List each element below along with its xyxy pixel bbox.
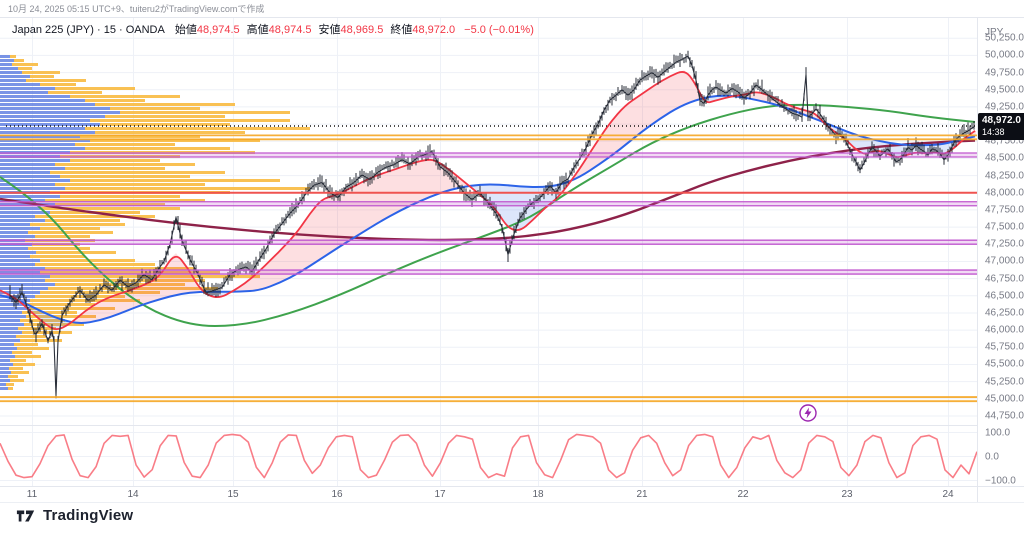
oscillator-axis-label: 0.0 [985, 451, 999, 462]
price-axis-label: 48,500.0 [985, 152, 1024, 164]
price-axis-label: 45,250.0 [985, 376, 1024, 388]
time-axis-label: 16 [331, 489, 343, 500]
price-axis-label: 47,000.0 [985, 255, 1024, 267]
bar-countdown: 14:38 [982, 127, 1005, 137]
open-value: 48,974.5 [196, 24, 240, 36]
price-axis-label: 44,750.0 [985, 410, 1024, 422]
oscillator-line [0, 433, 978, 479]
low-value: 48,969.5 [340, 24, 384, 36]
close-label: 終値 [390, 24, 413, 36]
price-axis-label: 47,750.0 [985, 204, 1024, 216]
price-axis-currency: JPY [985, 27, 1004, 38]
time-axis-label: 17 [434, 489, 446, 500]
price-change: −5.0 (−0.01%) [464, 24, 534, 36]
price-axis-label: 47,250.0 [985, 238, 1024, 250]
price-axis-label: 48,000.0 [985, 187, 1024, 199]
volume-profile [0, 55, 310, 390]
time-axis-label: 11 [26, 489, 38, 500]
oscillator-axis-label: 100.0 [985, 427, 1011, 438]
price-axis-label: 49,750.0 [985, 67, 1024, 79]
candles [9, 50, 975, 399]
pane-borders [0, 17, 1024, 503]
grid [0, 17, 977, 486]
ma-green [0, 103, 976, 327]
price-axis-label: 46,000.0 [985, 324, 1024, 336]
flash-icon-button[interactable] [798, 403, 818, 423]
tradingview-logo-text: TradingView [43, 507, 134, 524]
time-axis-label: 15 [227, 489, 239, 500]
open-label: 始値 [174, 24, 197, 36]
level-lines [0, 125, 977, 403]
high-label: 高値 [246, 24, 269, 36]
price-axis-label: 45,500.0 [985, 358, 1024, 370]
oscillator-axis-label: −100.0 [985, 475, 1016, 486]
last-price-tag: 48,972.0 14:38 [978, 113, 1024, 140]
price-axis-label: 46,250.0 [985, 307, 1024, 319]
time-axis-label: 24 [942, 489, 954, 500]
time-axis-label: 21 [636, 489, 648, 500]
price-axis-label: 46,750.0 [985, 273, 1024, 285]
symbol-title[interactable]: Japan 225 (JPY) · 15 · OANDA [12, 24, 165, 36]
tradingview-logo-icon [16, 510, 35, 521]
oscillator [0, 433, 978, 479]
price-axis-label: 47,500.0 [985, 221, 1024, 233]
ma-maroon [0, 139, 976, 242]
time-axis-label: 18 [532, 489, 544, 500]
price-axis-label: 50,000.0 [985, 49, 1024, 61]
time-axis-label: 14 [127, 489, 139, 500]
symbol-legend[interactable]: Japan 225 (JPY) · 15 · OANDA 始値48,974.5 高値… [12, 21, 534, 37]
price-axis-label: 48,250.0 [985, 170, 1024, 182]
high-value: 48,974.5 [268, 24, 312, 36]
price-axis-label: 46,500.0 [985, 290, 1024, 302]
flash-icon [799, 404, 817, 422]
tradingview-logo[interactable]: TradingView [16, 507, 133, 524]
price-axis-label: 48,750.0 [985, 135, 1024, 147]
price-axis-label: 50,250.0 [985, 32, 1024, 44]
attribution-text: 10月 24, 2025 05:15 UTC+9、tuiteru2がTradin… [8, 4, 265, 14]
price-axis-label: 45,750.0 [985, 341, 1024, 353]
time-axis-label: 23 [841, 489, 853, 500]
low-label: 安値 [318, 24, 341, 36]
time-axis-label: 22 [737, 489, 749, 500]
last-price-value: 48,972.0 [982, 115, 1021, 126]
price-axis-label: 49,250.0 [985, 101, 1024, 113]
price-axis-label: 49,500.0 [985, 84, 1024, 96]
close-value: 48,972.0 [412, 24, 456, 36]
price-axis-label: 45,000.0 [985, 393, 1024, 405]
